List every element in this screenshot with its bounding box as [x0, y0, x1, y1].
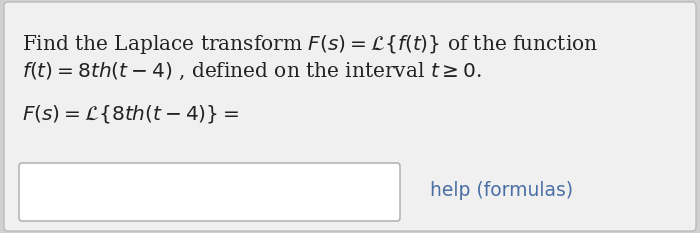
FancyBboxPatch shape [4, 2, 696, 231]
Text: help (formulas): help (formulas) [430, 182, 573, 201]
Text: $f(t) = 8th(t-4)$ , defined on the interval $t \geq 0$.: $f(t) = 8th(t-4)$ , defined on the inter… [22, 61, 482, 82]
Text: Find the Laplace transform $F(s) = \mathcal{L}\{f(t)\}$ of the function: Find the Laplace transform $F(s) = \math… [22, 33, 598, 56]
FancyBboxPatch shape [19, 163, 400, 221]
Text: $F(s) = \mathcal{L}\{8th(t-4)\} =$: $F(s) = \mathcal{L}\{8th(t-4)\} =$ [22, 103, 239, 125]
